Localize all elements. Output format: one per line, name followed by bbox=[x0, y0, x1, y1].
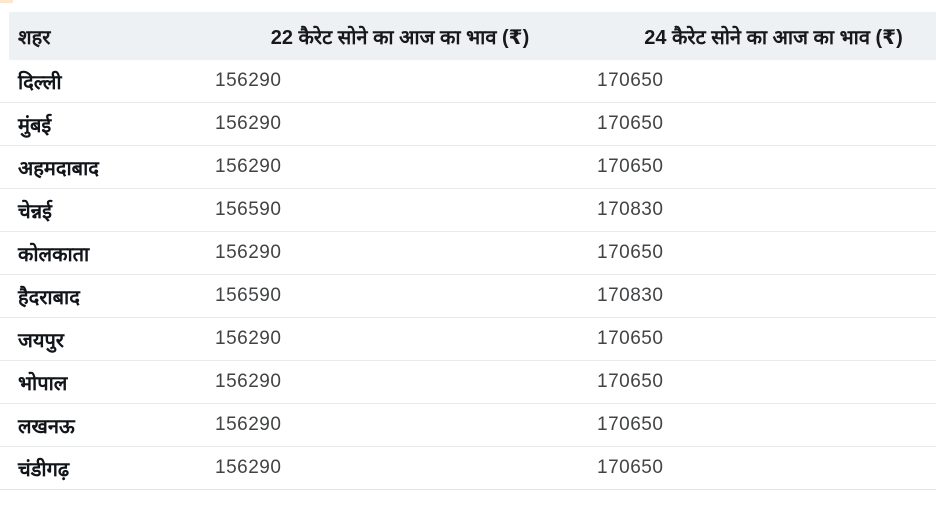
city-name: कोलकाता bbox=[18, 243, 90, 266]
table-row: हैदराबाद 156590 170830 bbox=[0, 275, 936, 318]
price-22k: 156290 bbox=[215, 156, 282, 177]
price-24k: 170650 bbox=[597, 70, 664, 91]
city-name: जयपुर bbox=[18, 329, 64, 352]
table-row: मुंबई 156290 170650 bbox=[0, 103, 936, 146]
price-22k: 156290 bbox=[215, 113, 282, 134]
price-24k: 170650 bbox=[597, 242, 664, 263]
price-22k: 156290 bbox=[215, 328, 282, 349]
table-row: चंडीगढ़ 156290 170650 bbox=[0, 447, 936, 490]
price-24k: 170650 bbox=[597, 328, 664, 349]
city-name: मुंबई bbox=[18, 114, 52, 137]
price-24k: 170650 bbox=[597, 371, 664, 392]
price-24k: 170650 bbox=[597, 113, 664, 134]
price-24k: 170830 bbox=[597, 199, 664, 220]
city-name: चेन्नई bbox=[18, 200, 52, 223]
table-row: अहमदाबाद 156290 170650 bbox=[0, 146, 936, 189]
price-24k: 170830 bbox=[597, 285, 664, 306]
price-24k: 170650 bbox=[597, 414, 664, 435]
price-22k: 156290 bbox=[215, 371, 282, 392]
table-row: चेन्नई 156590 170830 bbox=[0, 189, 936, 232]
price-24k: 170650 bbox=[597, 156, 664, 177]
city-name: चंडीगढ़ bbox=[18, 458, 70, 481]
city-name: हैदराबाद bbox=[18, 286, 80, 309]
price-22k: 156290 bbox=[215, 457, 282, 478]
top-left-artifact bbox=[0, 0, 13, 3]
price-22k: 156590 bbox=[215, 199, 282, 220]
column-header-22k-price: 22 कैरेट सोने का आज का भाव (₹) bbox=[270, 26, 530, 49]
table-row: कोलकाता 156290 170650 bbox=[0, 232, 936, 275]
price-22k: 156290 bbox=[215, 414, 282, 435]
table-row: जयपुर 156290 170650 bbox=[0, 318, 936, 361]
table-row: लखनऊ 156290 170650 bbox=[0, 404, 936, 447]
price-22k: 156290 bbox=[215, 242, 282, 263]
price-24k: 170650 bbox=[597, 457, 664, 478]
price-22k: 156590 bbox=[215, 285, 282, 306]
price-22k: 156290 bbox=[215, 70, 282, 91]
column-header-24k-price: 24 कैरेट सोने का आज का भाव (₹) bbox=[644, 26, 903, 49]
column-header-city: शहर bbox=[18, 26, 51, 49]
gold-rate-table: शहर 22 कैरेट सोने का आज का भाव (₹) 24 कै… bbox=[0, 12, 936, 490]
city-name: लखनऊ bbox=[18, 415, 75, 438]
table-row: भोपाल 156290 170650 bbox=[0, 361, 936, 404]
city-name: अहमदाबाद bbox=[18, 157, 99, 180]
city-name: दिल्ली bbox=[18, 71, 62, 94]
table-header: शहर 22 कैरेट सोने का आज का भाव (₹) 24 कै… bbox=[9, 12, 936, 60]
city-name: भोपाल bbox=[18, 372, 68, 395]
table-row: दिल्ली 156290 170650 bbox=[0, 60, 936, 103]
